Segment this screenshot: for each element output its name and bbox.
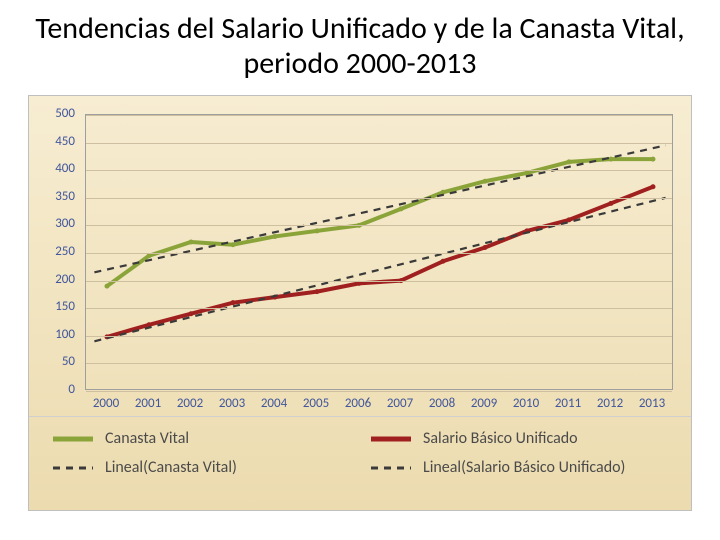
gridline bbox=[86, 391, 672, 392]
x-axis-label: 2002 bbox=[177, 396, 203, 411]
x-axis-label: 2000 bbox=[93, 396, 119, 411]
legend: Canasta Vital Salario Básico Unificado Lin… bbox=[29, 416, 691, 487]
gridline bbox=[86, 143, 672, 144]
legend-label: Canasta Vital bbox=[105, 429, 189, 448]
gridline bbox=[86, 170, 672, 171]
legend-item: Lineal(Salario Básico Unificado) bbox=[369, 458, 677, 477]
page-title: Tendencias del Salario Unificado y de la… bbox=[24, 12, 696, 81]
gridline bbox=[86, 253, 672, 254]
slide: Tendencias del Salario Unificado y de la… bbox=[0, 0, 720, 540]
x-axis-label: 2006 bbox=[345, 396, 371, 411]
gridline bbox=[86, 363, 672, 364]
gridline bbox=[86, 115, 672, 116]
x-axis-label: 2010 bbox=[513, 396, 539, 411]
x-axis-label: 2004 bbox=[261, 396, 287, 411]
gridline bbox=[86, 225, 672, 226]
x-axis-label: 2011 bbox=[555, 396, 581, 411]
series-marker bbox=[609, 201, 614, 206]
series-marker bbox=[651, 184, 656, 189]
legend-item: Salario Básico Unificado bbox=[369, 429, 677, 448]
y-axis-label: 150 bbox=[29, 299, 75, 314]
legend-label: Lineal(Salario Básico Unificado) bbox=[423, 458, 625, 477]
x-axis-label: 2005 bbox=[303, 396, 329, 411]
y-axis-label: 400 bbox=[29, 161, 75, 176]
series-marker bbox=[483, 179, 488, 184]
series-line bbox=[107, 159, 653, 286]
series-marker bbox=[399, 206, 404, 211]
y-axis-label: 50 bbox=[29, 354, 75, 369]
plot-area bbox=[85, 114, 673, 390]
y-axis-label: 500 bbox=[29, 106, 75, 121]
series-marker bbox=[567, 159, 572, 164]
legend-swatch bbox=[369, 461, 413, 475]
y-axis-label: 0 bbox=[29, 382, 75, 397]
x-axis-label: 2008 bbox=[429, 396, 455, 411]
y-axis-label: 300 bbox=[29, 216, 75, 231]
series-marker bbox=[483, 245, 488, 250]
x-axis-label: 2001 bbox=[135, 396, 161, 411]
y-axis-label: 100 bbox=[29, 327, 75, 342]
x-axis-label: 2013 bbox=[639, 396, 665, 411]
series-marker bbox=[231, 242, 236, 247]
series-marker bbox=[441, 259, 446, 264]
x-axis-label: 2012 bbox=[597, 396, 623, 411]
gridline bbox=[86, 308, 672, 309]
legend-swatch bbox=[51, 461, 95, 475]
x-axis-label: 2007 bbox=[387, 396, 413, 411]
series-marker bbox=[147, 253, 152, 258]
series-marker bbox=[231, 300, 236, 305]
y-axis-label: 250 bbox=[29, 244, 75, 259]
trend-line bbox=[94, 198, 665, 342]
series-marker bbox=[189, 311, 194, 316]
y-axis-label: 450 bbox=[29, 134, 75, 149]
y-axis-label: 200 bbox=[29, 272, 75, 287]
series-marker bbox=[651, 157, 656, 162]
legend-swatch bbox=[51, 432, 95, 446]
chart-container: Canasta Vital Salario Básico Unificado Lin… bbox=[28, 95, 692, 511]
x-axis-label: 2009 bbox=[471, 396, 497, 411]
y-axis-label: 350 bbox=[29, 189, 75, 204]
series-marker bbox=[105, 284, 110, 289]
series-marker bbox=[315, 289, 320, 294]
legend-label: Salario Básico Unificado bbox=[423, 429, 578, 448]
legend-swatch bbox=[369, 432, 413, 446]
legend-item: Lineal(Canasta Vital) bbox=[51, 458, 359, 477]
gridline bbox=[86, 281, 672, 282]
gridline bbox=[86, 336, 672, 337]
x-axis-label: 2003 bbox=[219, 396, 245, 411]
gridline bbox=[86, 198, 672, 199]
series-marker bbox=[189, 239, 194, 244]
series-marker bbox=[273, 234, 278, 239]
legend-item: Canasta Vital bbox=[51, 429, 359, 448]
series-marker bbox=[315, 228, 320, 233]
series-marker bbox=[609, 157, 614, 162]
series-marker bbox=[357, 281, 362, 286]
legend-label: Lineal(Canasta Vital) bbox=[105, 458, 237, 477]
